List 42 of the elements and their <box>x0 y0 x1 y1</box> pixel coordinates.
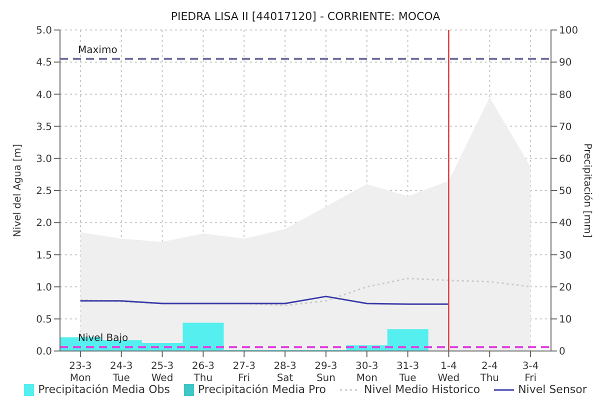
y2-tick-label: 90 <box>559 58 572 69</box>
y2-tick-label: 20 <box>559 282 572 294</box>
y2-tick-label: 30 <box>559 250 572 262</box>
y-tick-label: 3.5 <box>36 122 52 133</box>
legend-label: Precipitación Media Pro <box>198 383 326 396</box>
legend-label: Nivel Sensor <box>518 383 587 396</box>
y-axis-title: Nivel del Agua [m] <box>12 144 24 238</box>
x-tick-label: 2-4 Thu <box>479 361 500 384</box>
x-tick-label: 3-4 Fri <box>522 361 539 384</box>
y-tick-label: 4.0 <box>36 90 52 101</box>
y2-tick-label: 100 <box>559 26 578 37</box>
y-tick-label: 4.5 <box>36 58 52 69</box>
chart-title: PIEDRA LISA II [44017120] - CORRIENTE: MOCOA <box>170 10 442 23</box>
y2-tick-label: 0 <box>559 346 566 358</box>
y2-tick-label: 80 <box>559 90 572 101</box>
y2-tick-label: 10 <box>559 314 572 326</box>
y-tick-label: 0.0 <box>36 346 52 358</box>
x-tick-label: 27-3 Fri <box>232 361 256 384</box>
x-tick-label: 29-3 Sun <box>314 361 338 384</box>
y2-axis-title: Precipitación [mm] <box>581 143 592 238</box>
x-tick-label: 28-3 Sat <box>274 361 296 384</box>
legend-label: Nivel Medio Historico <box>364 383 480 396</box>
x-tick-label: 30-3 Mon <box>356 361 378 384</box>
x-tick-label: 26-3 Thu <box>192 361 215 384</box>
y-tick-label: 5.0 <box>36 26 52 37</box>
y-tick-label: 0.5 <box>36 314 52 326</box>
x-tick-label: 31-3 Tue <box>396 361 420 384</box>
y-tick-label: 1.0 <box>36 282 52 294</box>
y2-tick-label: 40 <box>559 218 572 230</box>
y2-tick-label: 60 <box>559 154 572 165</box>
legend-label: Precipitación Media Obs <box>38 383 170 396</box>
x-tick-label: 24-3 Tue <box>110 361 133 384</box>
y-tick-label: 3.0 <box>36 154 52 165</box>
y2-tick-label: 70 <box>559 122 572 133</box>
ref-line-label: Maximo <box>78 44 118 56</box>
y-tick-label: 2.5 <box>36 186 52 198</box>
y-tick-label: 1.5 <box>36 250 52 262</box>
x-tick-label: 25-3 Wed <box>150 361 174 384</box>
x-tick-label: 23-3 Mon <box>69 361 92 384</box>
y-tick-label: 2.0 <box>36 218 52 230</box>
x-tick-label: 1-4 Wed <box>438 361 460 384</box>
y2-tick-label: 50 <box>559 186 572 198</box>
